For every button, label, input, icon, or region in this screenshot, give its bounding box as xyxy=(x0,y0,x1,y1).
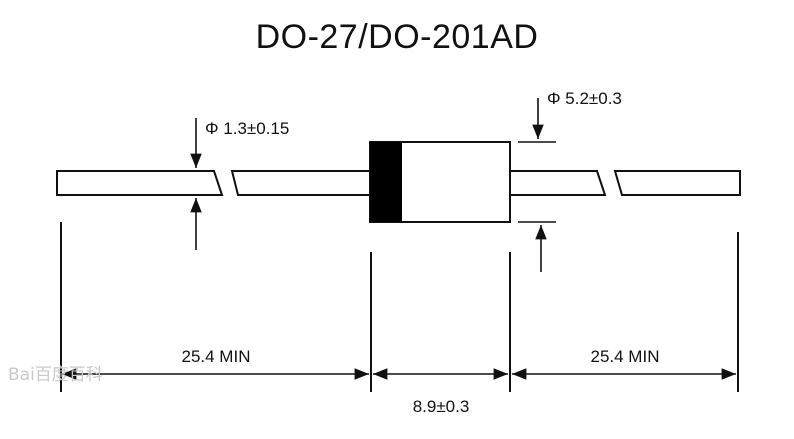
body-diameter-label: Φ 5.2±0.3 xyxy=(547,89,622,108)
diagram-title: DO-27/DO-201AD xyxy=(255,18,539,56)
left-lead-length-label: 25.4 MIN xyxy=(182,347,251,366)
diode-body xyxy=(369,141,511,223)
body-diameter-arrows xyxy=(518,98,556,272)
right-lead xyxy=(509,170,741,196)
body-length-label: 8.9±0.3 xyxy=(413,397,470,416)
lead-diameter-label: Φ 1.3±0.15 xyxy=(205,119,289,138)
left-lead xyxy=(56,170,371,196)
watermark: Bai百度百科 xyxy=(8,365,103,385)
right-lead-length-label: 25.4 MIN xyxy=(591,347,660,366)
extension-lines xyxy=(60,222,739,392)
cathode-band xyxy=(370,142,402,222)
